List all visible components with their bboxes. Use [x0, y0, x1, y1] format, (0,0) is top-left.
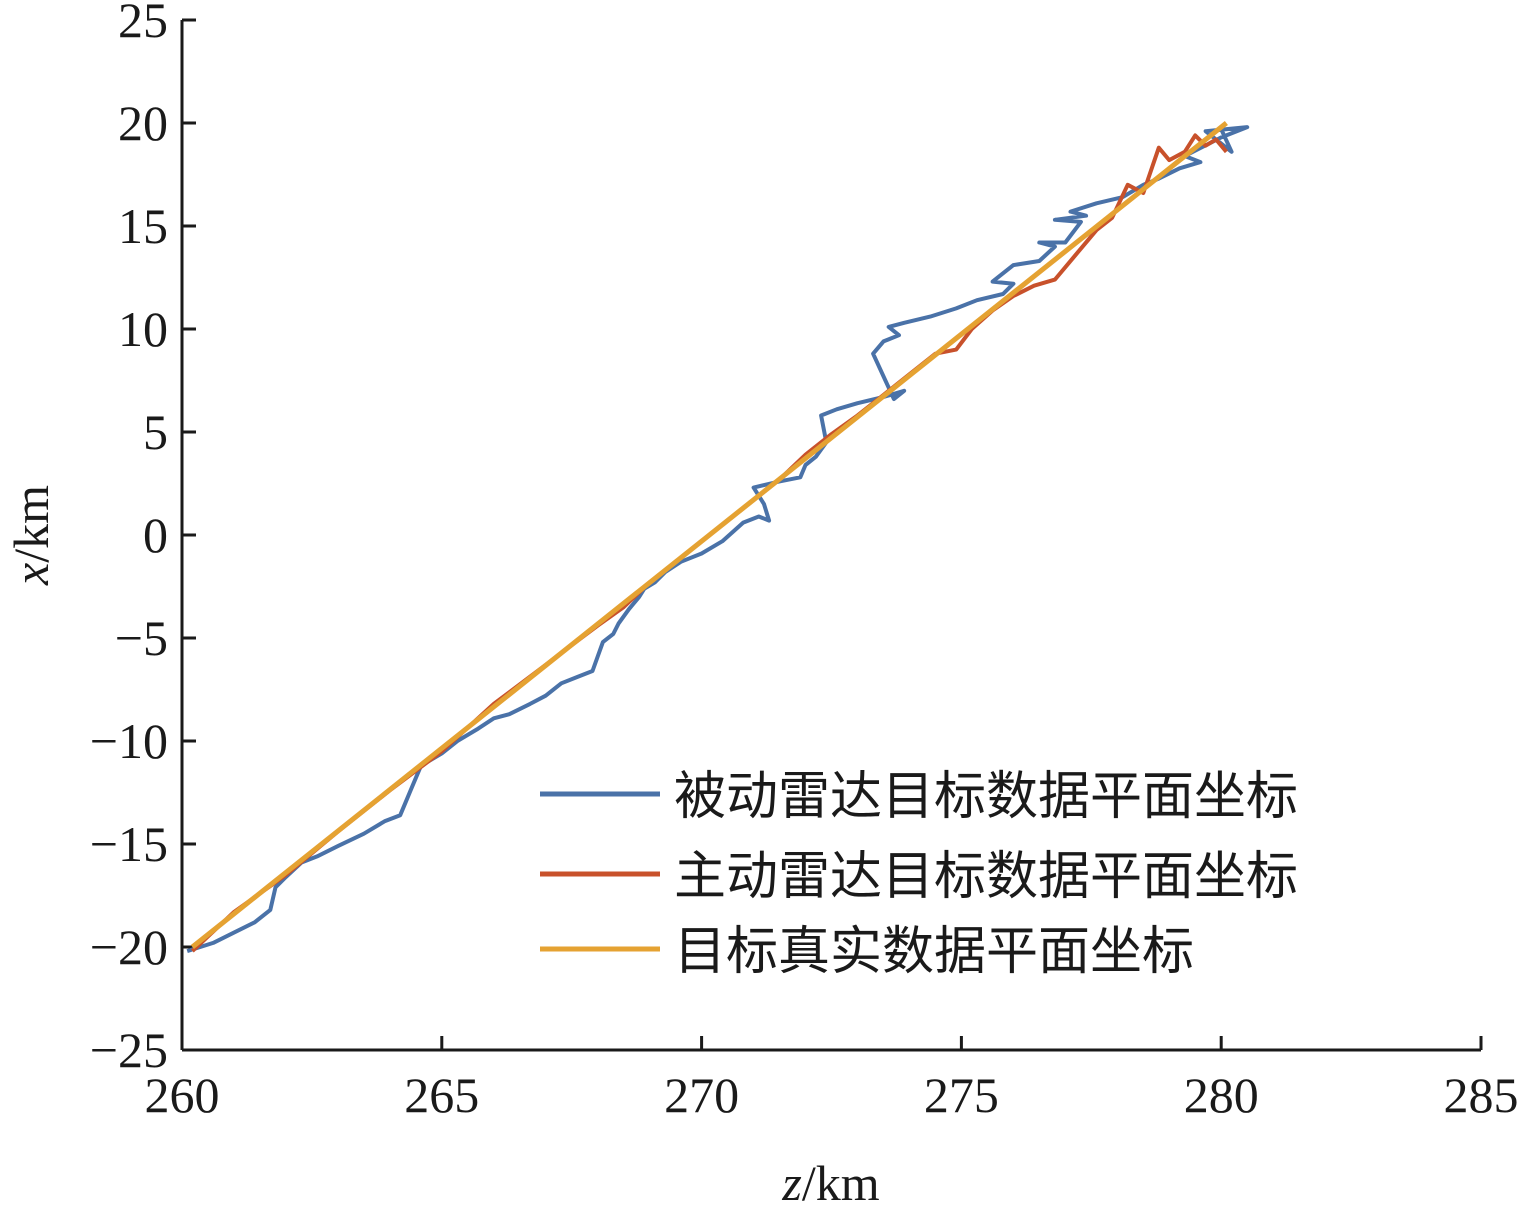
legend-label-truth: 目标真实数据平面坐标	[674, 922, 1194, 982]
x-tick-label: 265	[404, 1067, 479, 1123]
series-line-true-target	[190, 121, 1228, 949]
y-axis-label: x/km	[3, 485, 59, 586]
series-layer	[186, 121, 1250, 954]
legend-item-passive: 被动雷达目标数据平面坐标	[540, 767, 1298, 827]
y-tick-label: −25	[90, 1022, 168, 1078]
series-line-passive-radar	[186, 125, 1250, 954]
y-tick-label: −20	[90, 919, 168, 975]
y-tick-label: −15	[90, 816, 168, 872]
x-ticks: 260 265 270 275 280 285	[145, 1036, 1519, 1123]
x-axis-label-var: z	[781, 1155, 801, 1205]
x-tick-label: 260	[145, 1067, 220, 1123]
x-axis-label: z/km	[781, 1155, 879, 1205]
y-tick-label: 20	[118, 95, 168, 151]
legend-item-active: 主动雷达目标数据平面坐标	[540, 847, 1298, 907]
legend: 被动雷达目标数据平面坐标 主动雷达目标数据平面坐标 目标真实数据平面坐标	[540, 767, 1298, 982]
x-tick-label: 285	[1444, 1067, 1519, 1123]
x-tick-label: 270	[664, 1067, 739, 1123]
y-tick-label: 5	[143, 404, 168, 460]
x-tick-label: 275	[924, 1067, 999, 1123]
y-axis-label-unit: /km	[3, 485, 59, 563]
legend-label-active: 主动雷达目标数据平面坐标	[674, 847, 1298, 907]
y-tick-label: 0	[143, 507, 168, 563]
y-axis-label-var: x	[3, 563, 59, 586]
y-tick-label: −5	[115, 610, 168, 666]
y-tick-label: −10	[90, 713, 168, 769]
series-line-active-radar	[191, 133, 1228, 953]
y-ticks: 25 20 15 10 5 0 −5 −10 −15 −20 −25	[90, 0, 196, 1078]
plot-area: 260 265 270 275 280 285 25 20 15 10 5 0 −5 −10 −15 −20…	[90, 0, 1519, 1123]
y-tick-label: 10	[118, 301, 168, 357]
y-tick-label: 25	[118, 0, 168, 48]
y-tick-label: 15	[118, 198, 168, 254]
x-axis-label-unit: /km	[802, 1155, 880, 1205]
legend-item-truth: 目标真实数据平面坐标	[540, 922, 1194, 982]
x-tick-label: 280	[1184, 1067, 1259, 1123]
legend-label-passive: 被动雷达目标数据平面坐标	[674, 767, 1298, 827]
